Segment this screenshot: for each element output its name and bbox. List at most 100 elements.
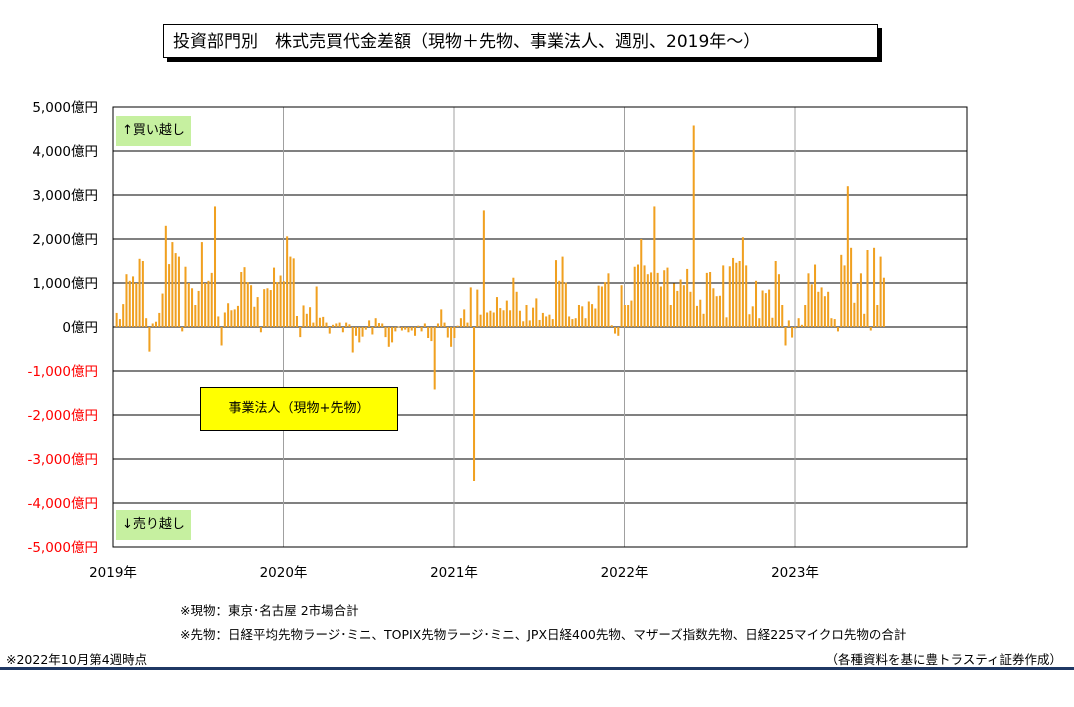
bar bbox=[164, 225, 167, 327]
bar bbox=[125, 274, 128, 327]
bar bbox=[771, 317, 774, 327]
y-tick-label: 4,000億円 bbox=[32, 144, 98, 160]
bar bbox=[351, 327, 354, 353]
bar bbox=[181, 327, 184, 332]
bar bbox=[600, 286, 603, 327]
bar bbox=[135, 283, 138, 327]
bar bbox=[774, 261, 777, 327]
bar bbox=[794, 327, 797, 329]
bar bbox=[591, 304, 594, 327]
bar bbox=[364, 327, 367, 330]
bar bbox=[843, 265, 846, 327]
bar bbox=[207, 280, 210, 327]
bar bbox=[620, 285, 623, 327]
y-tick-label: -5,000億円 bbox=[27, 540, 98, 556]
bar bbox=[833, 319, 836, 327]
bar bbox=[220, 327, 223, 346]
bar bbox=[748, 314, 751, 327]
bar bbox=[702, 313, 705, 327]
bar bbox=[194, 305, 197, 327]
bar bbox=[338, 322, 341, 327]
bar bbox=[368, 320, 371, 327]
bar bbox=[279, 275, 282, 327]
bar bbox=[594, 308, 597, 327]
bar bbox=[299, 327, 302, 338]
bar bbox=[407, 327, 410, 333]
bar bbox=[525, 305, 528, 327]
bar bbox=[617, 327, 620, 336]
bar bbox=[305, 313, 308, 327]
source-note: （各種資料を基に豊トラスティ証券作成） bbox=[825, 652, 1062, 667]
bar bbox=[443, 322, 446, 327]
bar bbox=[548, 314, 551, 327]
bar bbox=[204, 283, 207, 327]
bar bbox=[459, 318, 462, 327]
bar bbox=[400, 327, 403, 331]
bar bbox=[545, 316, 548, 327]
bar bbox=[810, 284, 813, 327]
y-tick-label: -4,000億円 bbox=[27, 496, 98, 512]
bar bbox=[836, 327, 839, 332]
bar bbox=[345, 322, 348, 327]
bar bbox=[171, 242, 174, 327]
bar bbox=[814, 264, 817, 327]
bar bbox=[191, 288, 194, 327]
bar bbox=[538, 319, 541, 327]
bar bbox=[728, 266, 731, 327]
x-tick-label: 2023年 bbox=[771, 565, 819, 581]
bar bbox=[791, 327, 794, 338]
bar bbox=[240, 272, 243, 327]
bar bbox=[732, 257, 735, 327]
bar bbox=[882, 277, 885, 327]
bar bbox=[177, 256, 180, 327]
bar bbox=[656, 272, 659, 327]
bar bbox=[827, 291, 830, 327]
bar bbox=[558, 280, 561, 327]
bar bbox=[456, 325, 459, 327]
bar bbox=[466, 322, 469, 327]
bar bbox=[358, 327, 361, 343]
bar bbox=[554, 260, 558, 327]
bar bbox=[853, 302, 856, 327]
bar bbox=[384, 327, 387, 338]
y-tick-label: 2,000億円 bbox=[32, 232, 98, 248]
bar bbox=[735, 262, 738, 327]
y-tick-label: 1,000億円 bbox=[32, 276, 98, 292]
bar bbox=[433, 327, 436, 390]
bar bbox=[132, 276, 135, 327]
bar bbox=[663, 270, 666, 327]
bar bbox=[577, 305, 580, 327]
bar bbox=[859, 273, 862, 327]
bar bbox=[541, 312, 544, 327]
bar bbox=[666, 267, 669, 327]
bar bbox=[659, 286, 662, 327]
bar bbox=[230, 310, 233, 327]
bar bbox=[295, 316, 298, 327]
bar bbox=[856, 283, 859, 327]
bar bbox=[250, 285, 253, 327]
bar bbox=[764, 293, 767, 327]
bar bbox=[328, 327, 331, 334]
bar bbox=[673, 283, 676, 327]
bar bbox=[286, 236, 289, 327]
bar bbox=[568, 316, 571, 327]
bar bbox=[263, 289, 266, 327]
note-genbutsu: ※現物：東京･名古屋 2市場合計 bbox=[180, 603, 359, 618]
bar bbox=[610, 325, 613, 327]
bar bbox=[259, 327, 262, 333]
bar bbox=[486, 312, 489, 327]
bar bbox=[397, 326, 400, 328]
bar bbox=[695, 305, 699, 327]
bar bbox=[722, 265, 725, 327]
bar bbox=[223, 312, 226, 327]
bar bbox=[745, 265, 748, 327]
bar bbox=[381, 323, 384, 327]
bar bbox=[210, 272, 213, 327]
bar bbox=[253, 306, 256, 327]
bar bbox=[145, 318, 148, 327]
y-tick-label: -3,000億円 bbox=[27, 452, 98, 468]
bar bbox=[348, 324, 351, 327]
bar bbox=[787, 320, 790, 327]
bar bbox=[341, 327, 344, 333]
